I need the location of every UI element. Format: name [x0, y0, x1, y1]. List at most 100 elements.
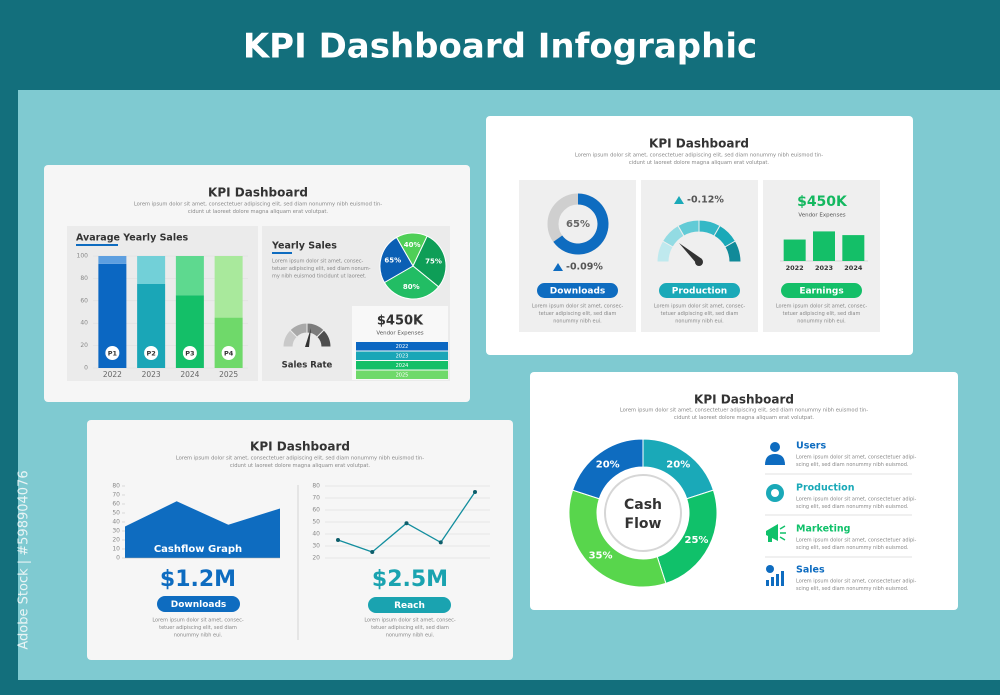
description: Lorem ipsum dolor sit amet, consectetuer…: [796, 455, 917, 461]
point: [438, 540, 443, 545]
description: nonummy nibh eui.: [553, 319, 602, 325]
bar-label: P1: [108, 350, 118, 358]
slide-title: KPI Dashboard: [649, 137, 749, 151]
y-tick-label: 60: [112, 501, 120, 508]
description: cidunt ut laoreet dolore magna aliquam e…: [629, 160, 769, 166]
point: [404, 521, 409, 526]
stripe-label: 2025: [396, 373, 409, 379]
x-tick-label: 2022: [103, 370, 122, 379]
description: scing elit, sed diam nonummy nibh euismo…: [796, 462, 909, 468]
y-tick-label: 20: [80, 342, 88, 349]
button: [537, 283, 618, 298]
bar-label: P4: [224, 350, 234, 358]
bar: [137, 256, 166, 284]
data-label: 35%: [589, 550, 613, 561]
button-label: Production: [672, 287, 727, 297]
center-label: Cash: [624, 497, 662, 513]
gauge-label: Sales Rate: [282, 361, 333, 371]
x-tick-label: 2024: [180, 370, 199, 379]
area: [125, 501, 280, 558]
description: tetuer adipiscing elit, sed diam nonum-: [272, 266, 371, 272]
item-title: Sales: [796, 565, 825, 576]
y-tick-label: 30: [312, 543, 320, 550]
data-label: 65%: [566, 219, 590, 230]
bar-badge: [221, 346, 236, 360]
marketing-icon: [766, 524, 786, 542]
y-tick-label: 40: [312, 531, 320, 538]
point: [336, 538, 340, 542]
pie-slice: [412, 235, 447, 288]
bar: [98, 256, 127, 264]
description: Lorem ipsum dolor sit amet, consec-: [272, 259, 363, 265]
bar: [783, 239, 806, 261]
description: tetuer adipiscing elit, sed diam: [783, 311, 861, 317]
description: tetuer adipiscing elit, sed diam: [371, 625, 449, 631]
button: [659, 283, 740, 298]
description: nonummy nibh eui.: [675, 319, 724, 325]
gauge-needle: [679, 243, 702, 264]
y-tick-label: 40: [112, 519, 120, 526]
description: Lorem ipsum dolor sit amet, consec-: [532, 304, 623, 310]
stripe: [356, 361, 448, 370]
x-tick-label: 2023: [815, 264, 833, 272]
description: Lorem ipsum dolor sit amet, consectetuer…: [620, 408, 868, 414]
stripe-label: 2022: [396, 344, 409, 350]
button-label: Downloads: [550, 287, 606, 297]
description: scing elit, sed diam nonummy nibh euismo…: [796, 586, 909, 592]
gauge-segment: [724, 240, 742, 263]
y-tick-label: 80: [312, 483, 320, 490]
point: [473, 490, 477, 494]
description: Lorem ipsum dolor sit amet, consec-: [364, 618, 455, 624]
donut-arc: [553, 193, 609, 255]
y-tick-label: 20: [312, 555, 320, 562]
description: my nibh euismod tincidunt ut laoreet.: [272, 274, 367, 280]
slide-title: KPI Dashboard: [694, 393, 794, 407]
x-tick-label: 2025: [219, 370, 238, 379]
amount: $2.5M: [372, 567, 448, 592]
production-icon: [766, 484, 784, 502]
gauge-segment: [316, 329, 332, 348]
x-tick-label: 2024: [844, 264, 863, 272]
amount: $1.2M: [160, 567, 236, 592]
description: Lorem ipsum dolor sit amet, consectetuer…: [796, 497, 917, 503]
description: Lorem ipsum dolor sit amet, consectetuer…: [134, 202, 382, 208]
data-label: 65%: [384, 257, 401, 265]
gauge-needle: [305, 328, 311, 347]
stripe-label: 2023: [396, 354, 409, 360]
description: Lorem ipsum dolor sit amet, consectetuer…: [796, 538, 917, 544]
bar-label: P3: [185, 350, 194, 358]
x-tick-label: 2023: [142, 370, 161, 379]
users-icon: [765, 442, 785, 465]
button: [157, 596, 240, 612]
stripe-label: 2024: [396, 363, 409, 369]
data-label: 75%: [425, 257, 442, 265]
y-tick-label: 80: [80, 275, 88, 282]
description: tetuer adipiscing elit, sed diam: [661, 311, 739, 317]
data-label: 25%: [684, 535, 708, 546]
chart-title: Yearly Sales: [271, 241, 337, 252]
y-tick-label: 40: [80, 320, 88, 327]
stripe: [356, 351, 448, 360]
stripe: [356, 342, 448, 351]
point: [370, 550, 375, 554]
y-tick-label: 0: [84, 365, 88, 372]
description: nonummy nibh eui.: [386, 633, 435, 639]
bar: [813, 231, 835, 261]
bar-badge: [182, 346, 197, 360]
description: nonummy nibh eui.: [797, 319, 846, 325]
amount-label: Vendor Expenses: [376, 331, 423, 337]
data-label: 20%: [666, 459, 690, 470]
description: cidunt ut laoreet dolore magna aliquam e…: [674, 415, 814, 421]
description: Lorem ipsum dolor sit amet, consec-: [776, 304, 867, 310]
button-label: Reach: [394, 601, 425, 611]
slide-title: KPI Dashboard: [208, 186, 308, 200]
y-tick-label: 60: [312, 507, 320, 514]
description: Lorem ipsum dolor sit amet, consectetuer…: [796, 579, 917, 585]
change: -0.12%: [687, 195, 724, 206]
page-title: KPI Dashboard Infographic: [243, 27, 757, 67]
pie-slice: [379, 236, 414, 284]
y-tick-label: 80: [112, 483, 120, 490]
donut-ring: [604, 474, 682, 552]
bar: [175, 256, 204, 296]
description: nonummy nibh eui.: [174, 633, 223, 639]
